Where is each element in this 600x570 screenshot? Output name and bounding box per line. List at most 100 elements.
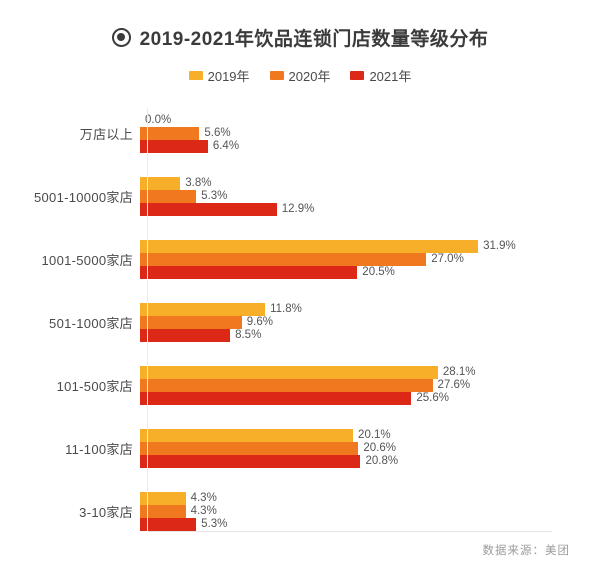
bar-value-label: 5.3%	[201, 190, 228, 202]
bar-2021	[140, 392, 412, 405]
bar-value-label: 6.4%	[212, 140, 240, 152]
category-group: 101-500家店 28.1% 27.6% 25.6%	[0, 366, 600, 405]
bar-value-label: 4.3%	[190, 492, 217, 504]
bar-row: 3.8%	[140, 177, 600, 190]
bar-2021	[140, 266, 358, 279]
category-group: 501-1000家店 11.8% 9.6% 8.5%	[0, 303, 600, 342]
bar-value-label: 3.8%	[185, 177, 212, 189]
bar-2019	[140, 366, 438, 379]
category-label: 3-10家店	[79, 505, 133, 520]
bar-value-label: 28.1%	[442, 366, 476, 378]
legend-label: 2019年	[207, 68, 250, 84]
category-label: 万店以上	[79, 127, 133, 142]
bar-row: 8.5%	[140, 329, 600, 342]
bar-2020	[140, 316, 242, 329]
bar-2020	[140, 379, 433, 392]
bar-row: 5.6%	[140, 127, 600, 140]
bar-2021	[140, 455, 361, 468]
legend-label: 2021年	[369, 68, 412, 84]
bar-value-label: 11.8%	[270, 303, 302, 315]
bar-2020	[140, 253, 427, 266]
bar-row: 27.0%	[140, 253, 600, 266]
category-label: 5001-10000家店	[34, 190, 133, 205]
bar-2021	[140, 140, 208, 153]
bar-row: 11.8%	[140, 303, 600, 316]
bar-value-label: 20.8%	[365, 455, 399, 467]
bar-row: 25.6%	[140, 392, 600, 405]
category-group: 11-100家店 20.1% 20.6% 20.8%	[0, 429, 600, 468]
bar-2020	[140, 127, 200, 140]
bar-row: 27.6%	[140, 379, 600, 392]
legend-item-2020: 2020年	[269, 66, 331, 85]
legend-swatch-2021	[350, 70, 365, 80]
bar-stack: 0.0% 5.6% 6.4%	[140, 114, 600, 153]
bar-2019	[140, 177, 181, 190]
bullseye-icon	[111, 27, 131, 47]
bar-value-label: 27.6%	[437, 379, 471, 391]
bar-row: 28.1%	[140, 366, 600, 379]
bar-row: 0.0%	[140, 114, 600, 127]
bar-2021	[140, 518, 197, 531]
bar-2021	[140, 329, 231, 342]
plot-area: 万店以上 0.0% 5.6% 6.4% 5001-10000家店 3.8% 5.3% 12.9…	[0, 108, 600, 532]
bar-2020	[140, 190, 197, 203]
bar-row: 5.3%	[140, 190, 600, 203]
bar-row: 5.3%	[140, 518, 600, 531]
bar-value-label: 25.6%	[416, 392, 449, 404]
category-group: 1001-5000家店 31.9% 27.0% 20.5%	[0, 240, 600, 279]
bar-stack: 28.1% 27.6% 25.6%	[140, 366, 600, 405]
category-label: 501-1000家店	[49, 316, 133, 331]
bar-row: 20.1%	[140, 429, 600, 442]
category-label: 101-500家店	[56, 379, 133, 394]
bar-row: 12.9%	[140, 203, 600, 216]
bar-value-label: 20.6%	[363, 442, 396, 454]
bar-2020	[140, 442, 359, 455]
title-row: 2019-2021年饮品连锁门店数量等级分布	[0, 24, 600, 50]
bar-2021	[140, 203, 277, 216]
bar-row: 9.6%	[140, 316, 600, 329]
x-axis-line	[147, 531, 552, 532]
bar-stack: 3.8% 5.3% 12.9%	[140, 177, 600, 216]
bar-value-label: 31.9%	[483, 240, 516, 252]
bar-value-label: 0.0%	[145, 114, 172, 126]
legend-swatch-2019	[188, 70, 203, 80]
y-axis-line	[147, 108, 148, 531]
bar-row: 31.9%	[140, 240, 600, 253]
legend-item-2021: 2021年	[350, 66, 411, 85]
bar-row: 6.4%	[140, 140, 600, 153]
data-source: 数据来源：美团	[482, 545, 570, 557]
legend: 2019年 2020年 2021年	[0, 66, 600, 85]
bar-row: 20.5%	[140, 266, 600, 279]
bar-stack: 4.3% 4.3% 5.3%	[140, 492, 600, 531]
bar-value-label: 20.5%	[362, 266, 395, 278]
bar-value-label: 5.3%	[201, 518, 228, 530]
bar-value-label: 5.6%	[204, 127, 231, 139]
bar-stack: 11.8% 9.6% 8.5%	[140, 303, 600, 342]
bar-value-label: 8.5%	[235, 329, 262, 341]
bar-value-label: 4.3%	[190, 505, 217, 517]
bar-row: 4.3%	[140, 505, 600, 518]
legend-swatch-2020	[269, 70, 284, 80]
category-label: 1001-5000家店	[41, 253, 133, 268]
bar-value-label: 12.9%	[281, 203, 315, 215]
bar-row: 20.6%	[140, 442, 600, 455]
chart-title: 2019-2021年饮品连锁门店数量等级分布	[139, 28, 489, 50]
legend-label: 2020年	[288, 68, 331, 84]
bar-row: 4.3%	[140, 492, 600, 505]
bar-2019	[140, 240, 479, 253]
category-group: 5001-10000家店 3.8% 5.3% 12.9%	[0, 177, 600, 216]
bar-2019	[140, 303, 266, 316]
bar-stack: 31.9% 27.0% 20.5%	[140, 240, 600, 279]
category-group: 万店以上 0.0% 5.6% 6.4%	[0, 114, 600, 153]
bar-row: 20.8%	[140, 455, 600, 468]
legend-item-2019: 2019年	[188, 66, 250, 85]
bar-stack: 20.1% 20.6% 20.8%	[140, 429, 600, 468]
bar-2019	[140, 429, 354, 442]
category-group: 3-10家店 4.3% 4.3% 5.3%	[0, 492, 600, 531]
bar-value-label: 9.6%	[246, 316, 273, 328]
bar-2019	[140, 492, 186, 505]
bar-value-label: 20.1%	[358, 429, 391, 441]
bar-2020	[140, 505, 186, 518]
category-label: 11-100家店	[65, 442, 133, 457]
